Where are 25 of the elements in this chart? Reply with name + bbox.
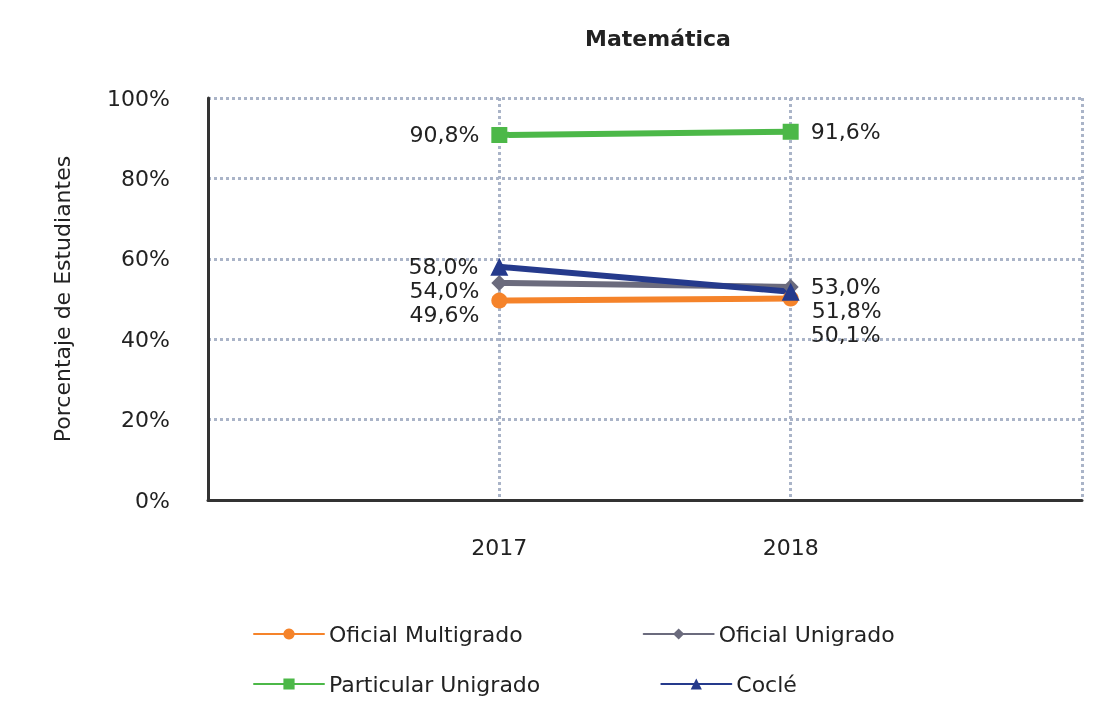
y-tick-label: 60% xyxy=(121,246,170,272)
y-tick-label: 80% xyxy=(121,165,170,191)
data-label: 53,0% xyxy=(810,274,881,300)
legend-label: Coclé xyxy=(736,671,797,697)
data-label: 91,6% xyxy=(810,119,881,145)
y-axis-title: Porcentaje de Estudiantes xyxy=(49,155,75,443)
x-tick-label: 2018 xyxy=(762,534,819,560)
data-label: 54,0% xyxy=(409,278,480,304)
y-tick-label: 100% xyxy=(107,85,170,111)
data-label: 49,6% xyxy=(409,302,480,328)
y-tick-label: 40% xyxy=(121,326,170,352)
point xyxy=(491,292,508,309)
data-label: 90,8% xyxy=(409,122,480,148)
y-tick-label: 20% xyxy=(121,407,170,433)
chart-title: Matemática xyxy=(585,25,731,51)
data-label: 51,8% xyxy=(811,298,882,324)
y-tick-label: 0% xyxy=(135,487,170,513)
data-label: 50,1% xyxy=(810,322,881,348)
point xyxy=(782,123,799,140)
legend-label: Oficial Unigrado xyxy=(718,621,895,647)
legend-label: Particular Unigrado xyxy=(329,671,541,697)
point xyxy=(491,126,508,143)
x-tick-label: 2017 xyxy=(471,534,528,560)
data-label: 58,0% xyxy=(408,254,479,280)
legend-label: Oficial Multigrado xyxy=(329,621,523,647)
